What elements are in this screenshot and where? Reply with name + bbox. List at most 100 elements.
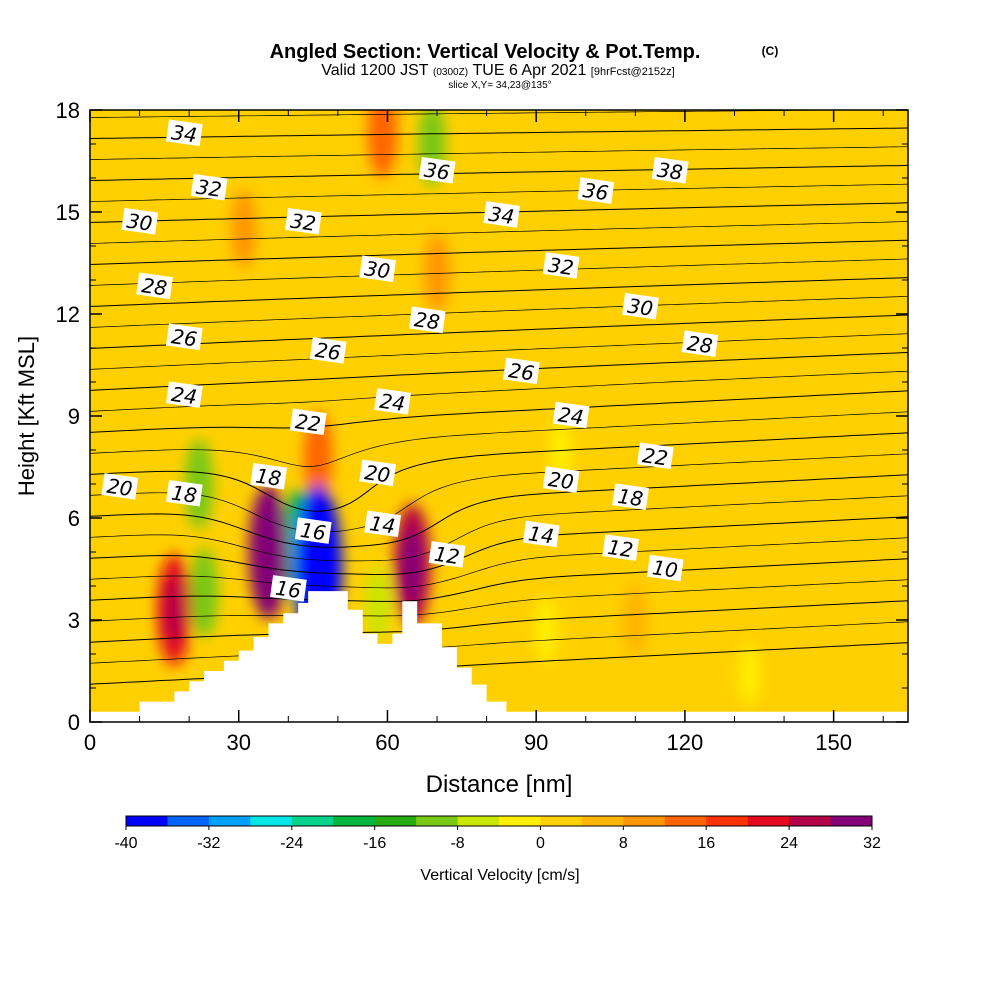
colorbar-swatch: [581, 816, 624, 826]
y-tick-label: 9: [68, 404, 80, 429]
slice-info: slice X,Y= 34,23@135°: [448, 80, 551, 91]
colorbar-tick-label: 24: [780, 835, 798, 852]
colorbar-tick-label: -8: [450, 835, 464, 852]
isotherm-label-text: 28: [686, 331, 715, 358]
isentrope-9: [90, 579, 908, 622]
isotherm-label: 34: [483, 201, 521, 229]
x-tick-label: 150: [815, 730, 852, 755]
isentrope-17: [90, 411, 908, 467]
isotherm-label: 30: [121, 207, 159, 236]
isotherm-label-box: [503, 357, 540, 385]
isotherm-label-text: 32: [547, 253, 576, 280]
isotherm-label-box: [309, 337, 347, 364]
isotherm-label-text: 24: [557, 402, 586, 429]
isotherm-label-text: 12: [433, 542, 462, 569]
isotherm-label-text: 18: [616, 484, 645, 511]
isotherm-label: 34: [165, 119, 203, 147]
colorbar-swatch: [623, 816, 666, 826]
isentrope-13: [90, 495, 908, 562]
velocity-cell: [303, 412, 333, 502]
isotherm-label: 20: [542, 466, 580, 494]
isentrope-11: [90, 537, 908, 589]
isotherm-label: 18: [250, 462, 288, 491]
colorbar-swatch: [250, 816, 293, 826]
velocity-cell: [184, 439, 214, 529]
isotherm-label-text: 32: [289, 209, 318, 236]
velocity-cell: [367, 110, 398, 178]
isotherm-label-box: [359, 255, 397, 283]
isotherm-label-box: [165, 479, 203, 507]
isotherm-label-box: [190, 173, 228, 201]
isotherm-label-text: 30: [363, 256, 392, 283]
y-tick-label: 0: [68, 710, 80, 735]
isotherm-label: 16: [294, 517, 332, 545]
isotherm-label-text: 22: [641, 443, 670, 470]
isotherm-label-box: [636, 442, 674, 470]
colorbar-frame: [125, 815, 873, 827]
velocity-core: [164, 576, 184, 644]
colorbar-swatch: [126, 816, 168, 826]
colorbar-label: Vertical Velocity [cm/s]: [420, 867, 579, 884]
isentrope-15: [90, 453, 908, 533]
isotherm-label-box: [270, 575, 307, 602]
terrain: [90, 591, 908, 722]
isotherm-label-text: 16: [274, 576, 303, 603]
isotherm-label-text: 36: [423, 158, 452, 185]
y-axis-label: Height [Kft MSL]: [14, 336, 39, 496]
velocity-cell: [189, 548, 219, 638]
isotherm-label: 18: [612, 483, 649, 511]
velocity-cell: [738, 643, 761, 706]
isentrope-26: [90, 239, 908, 265]
isotherm-label: 28: [408, 306, 446, 334]
velocity-cell: [534, 596, 558, 664]
colorbar-tick-label: -32: [197, 835, 220, 852]
isentrope-32: [90, 127, 908, 139]
isotherm-label-text: 10: [651, 555, 680, 582]
chart-title: Angled Section: Vertical Velocity & Pot.…: [270, 41, 701, 63]
isotherm-label-text: 32: [195, 175, 224, 202]
colorbar-swatch: [830, 816, 873, 826]
colorbar-tick-label: 8: [619, 835, 628, 852]
isentrope-22: [90, 314, 908, 349]
isotherm-label-text: 18: [170, 481, 199, 508]
colorbar-tick-label: -24: [280, 835, 303, 852]
isotherm-label: 20: [359, 459, 397, 487]
isentrope-27: [90, 221, 908, 244]
isotherm-label: 14: [522, 520, 560, 549]
isotherm-label-text: 18: [254, 464, 283, 491]
colorbar-swatch: [540, 816, 583, 826]
isotherm-label: 14: [364, 510, 402, 538]
isotherm-label-text: 30: [626, 294, 655, 321]
isentrope-24: [90, 277, 908, 307]
isotherm-label-text: 14: [527, 521, 556, 548]
isotherm-label-box: [359, 459, 397, 487]
isotherm-label-box: [522, 520, 560, 548]
colorbar-swatch: [499, 816, 541, 826]
valid-time-line: Valid 1200 JST (0300Z) TUE 6 Apr 2021 [9…: [321, 62, 674, 79]
colorbar-swatch: [664, 816, 707, 826]
isotherm-label-box: [542, 466, 580, 493]
isotherm-label: 28: [136, 272, 173, 300]
isotherm-label-text: 16: [299, 518, 328, 545]
plot-background: [90, 110, 908, 722]
isotherm-label-box: [622, 292, 659, 320]
isentrope-18: [90, 390, 908, 433]
isotherm-label: 12: [602, 534, 640, 562]
isotherm-label-text: 26: [314, 338, 343, 365]
x-tick-label: 120: [667, 730, 704, 755]
isotherm-label-box: [552, 401, 590, 429]
isotherm-label-text: 20: [547, 467, 576, 494]
isentrope-10: [90, 558, 908, 602]
isotherm-label-box: [577, 177, 615, 204]
isotherm-label: 36: [418, 156, 456, 185]
isotherm-label-text: 34: [170, 120, 199, 147]
isotherm-label: 38: [651, 156, 689, 185]
isotherm-label-box: [612, 483, 649, 510]
isotherm-label-box: [542, 252, 580, 279]
isotherm-label-text: 28: [140, 273, 169, 300]
isentrope-12: [90, 516, 908, 575]
